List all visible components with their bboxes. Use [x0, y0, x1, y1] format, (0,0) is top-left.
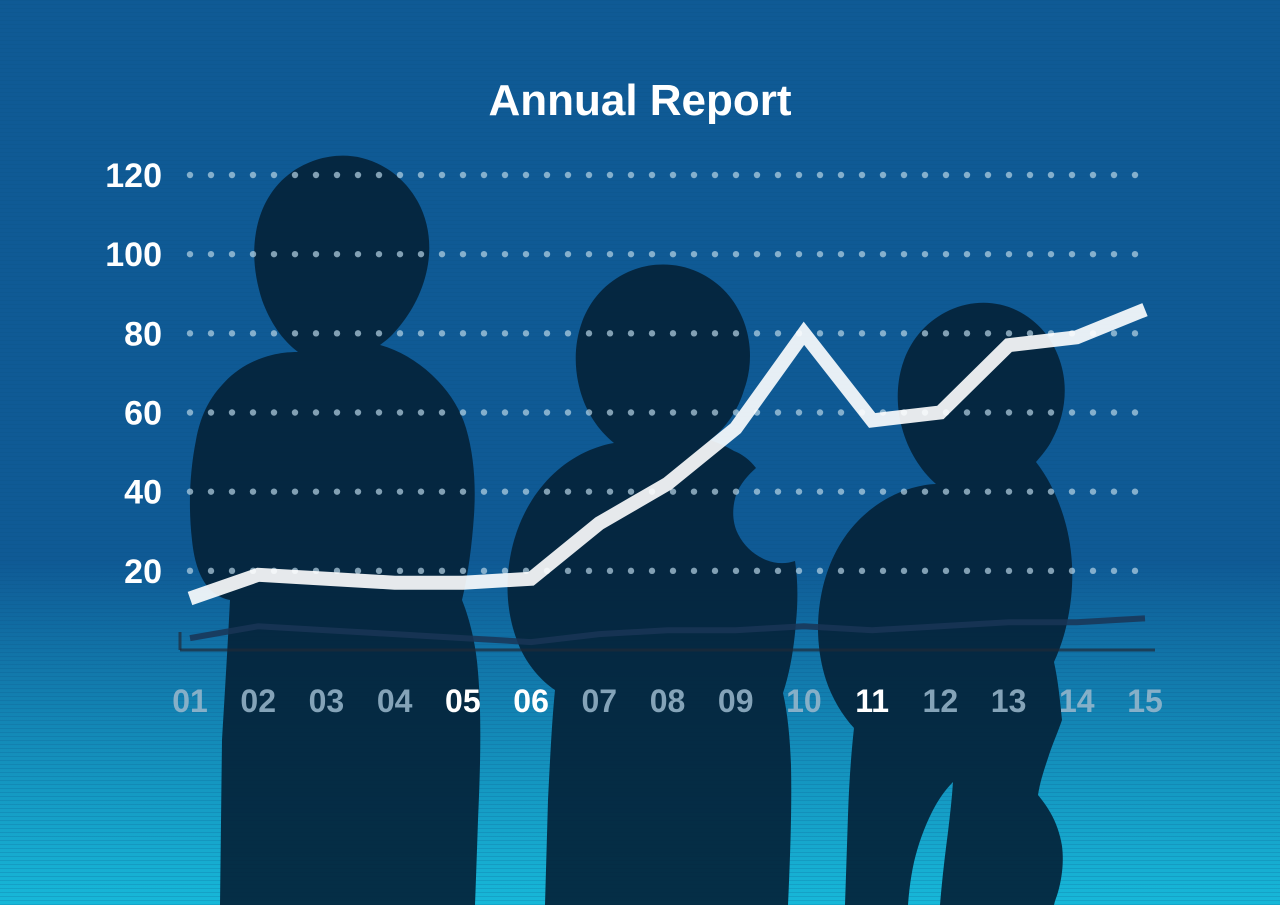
- y-tick-label: 40: [124, 474, 162, 512]
- y-tick-label: 120: [105, 157, 162, 195]
- y-tick-label: 20: [124, 553, 162, 591]
- x-tick-label: 03: [309, 683, 345, 719]
- chart-title: Annual Report: [488, 76, 791, 125]
- x-tick-label: 01: [172, 683, 208, 719]
- x-tick-label: 11: [855, 683, 889, 719]
- x-tick-label: 06: [513, 683, 549, 719]
- x-tick-label: 10: [786, 683, 822, 719]
- y-tick-label: 80: [124, 315, 162, 353]
- x-tick-label: 02: [240, 683, 276, 719]
- x-tick-label: 12: [923, 683, 959, 719]
- x-tick-label: 09: [718, 683, 754, 719]
- x-tick-label: 15: [1127, 683, 1163, 719]
- y-tick-label: 100: [105, 236, 162, 274]
- x-tick-label: 05: [445, 683, 481, 719]
- x-tick-label: 07: [581, 683, 617, 719]
- x-tick-label: 08: [650, 683, 686, 719]
- x-tick-label: 04: [377, 683, 413, 719]
- x-tick-label: 13: [991, 683, 1027, 719]
- chart-stage: Annual Report 20 40 60 80 100 120 01 02 03 04 05 06 0…: [0, 0, 1280, 905]
- x-tick-label: 14: [1059, 683, 1095, 719]
- y-tick-label: 60: [124, 395, 162, 433]
